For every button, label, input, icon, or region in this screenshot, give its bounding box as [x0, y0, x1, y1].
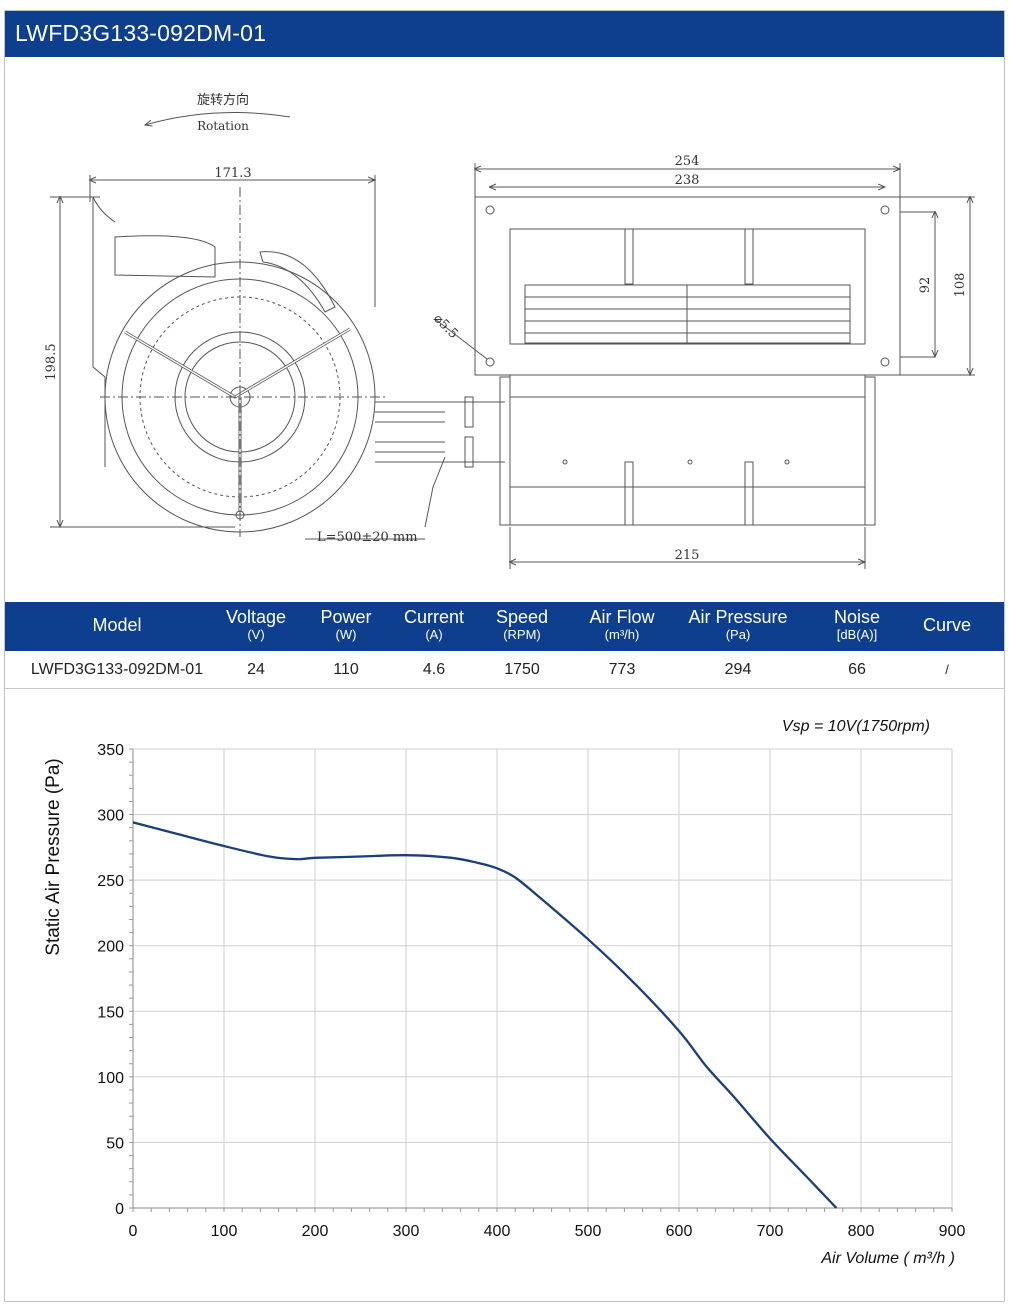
rotation-label-cn: 旋转方向 — [197, 92, 249, 108]
x-tick-labels: 0 100 200 300 400 500 600 700 800 900 — [129, 1223, 966, 1240]
header-voltage: Voltage (V) — [225, 607, 287, 642]
pressure-curve-line — [132, 821, 838, 1209]
dim-body-width: 215 — [675, 548, 700, 563]
x-tick-label: 700 — [757, 1223, 784, 1240]
dim-hole-diameter: ⌀5.5 — [430, 311, 461, 342]
spec-table-header: Model Voltage (V) Power (W) Current (A) Spe… — [5, 602, 1004, 651]
dim-height-front: 198.5 — [44, 343, 59, 380]
dim-hole-spacing: 238 — [675, 173, 700, 188]
y-tick-label: 350 — [97, 742, 124, 759]
dim-width-front: 171.3 — [214, 166, 251, 181]
speed-annotation: Vsp = 10V(1750rpm) — [782, 718, 930, 735]
cell-voltage: 24 — [247, 661, 265, 678]
x-tick-label: 100 — [211, 1223, 238, 1240]
drawing-svg: 旋转方向 Rotation 171.3 198.5 254 238 ⌀5.5 9… — [44, 92, 975, 569]
header-noise: Noise [dB(A)] — [833, 607, 881, 642]
x-tick-label: 200 — [302, 1223, 329, 1240]
chart-svg: 0 100 200 300 400 500 600 700 800 900 0 50 100 150 20… — [43, 718, 966, 1267]
y-tick-labels: 0 50 100 150 200 250 300 350 — [97, 742, 124, 1218]
chart-grid — [132, 748, 953, 1209]
spec-table-row: LWFD3G133-092DM-01 24 110 4.6 1750 773 2… — [5, 651, 1004, 689]
header-speed: Speed (RPM) — [495, 607, 549, 642]
cell-noise: 66 — [848, 661, 866, 678]
technical-drawing: 旋转方向 Rotation 171.3 198.5 254 238 ⌀5.5 9… — [5, 57, 1004, 602]
y-tick-label: 300 — [97, 808, 124, 825]
header-curve: Curve — [922, 615, 971, 635]
cell-current: 4.6 — [422, 661, 446, 678]
chart-minor-ticks — [129, 748, 953, 1212]
cell-air-pressure: 294 — [724, 661, 752, 678]
performance-chart: 0 100 200 300 400 500 600 700 800 900 0 50 100 150 20… — [5, 689, 1004, 1302]
cell-model: LWFD3G133-092DM-01 — [30, 661, 204, 678]
x-tick-label: 900 — [939, 1223, 966, 1240]
x-tick-label: 600 — [666, 1223, 693, 1240]
x-tick-label: 400 — [484, 1223, 511, 1240]
dim-total-width: 254 — [675, 154, 700, 169]
y-tick-label: 150 — [97, 1004, 124, 1021]
cable-length-label: L=500±20 mm — [317, 530, 418, 545]
x-tick-label: 800 — [848, 1223, 875, 1240]
y-tick-label: 100 — [97, 1070, 124, 1087]
dim-height-92: 92 — [918, 277, 933, 294]
x-tick-label: 0 — [129, 1223, 138, 1240]
title-bar: LWFD3G133-092DM-01 — [5, 11, 1004, 57]
product-title: LWFD3G133-092DM-01 — [15, 20, 267, 46]
x-tick-label: 300 — [393, 1223, 420, 1240]
page-frame — [4, 10, 1005, 1302]
rotation-arrow-icon — [145, 112, 291, 126]
header-air-pressure: Air Pressure (Pa) — [688, 607, 788, 642]
y-tick-label: 250 — [97, 873, 124, 890]
header-model: Model — [92, 615, 142, 635]
y-tick-label: 50 — [106, 1135, 124, 1152]
x-axis-label: Air Volume ( m³/h ) — [820, 1250, 955, 1267]
header-current: Current (A) — [403, 607, 465, 642]
cell-curve: / — [945, 662, 949, 677]
cell-air-flow: 773 — [608, 661, 636, 678]
dim-height-108: 108 — [953, 273, 968, 298]
y-tick-label: 0 — [115, 1201, 124, 1218]
x-tick-label: 500 — [575, 1223, 602, 1240]
rotation-label-en: Rotation — [197, 119, 249, 133]
cell-power: 110 — [333, 661, 359, 678]
header-power: Power (W) — [320, 607, 372, 642]
y-tick-label: 200 — [97, 939, 124, 956]
y-axis-label: Static Air Pressure (Pa) — [43, 758, 64, 955]
header-air-flow: Air Flow (m³/h) — [589, 607, 655, 642]
cell-speed: 1750 — [504, 661, 540, 678]
